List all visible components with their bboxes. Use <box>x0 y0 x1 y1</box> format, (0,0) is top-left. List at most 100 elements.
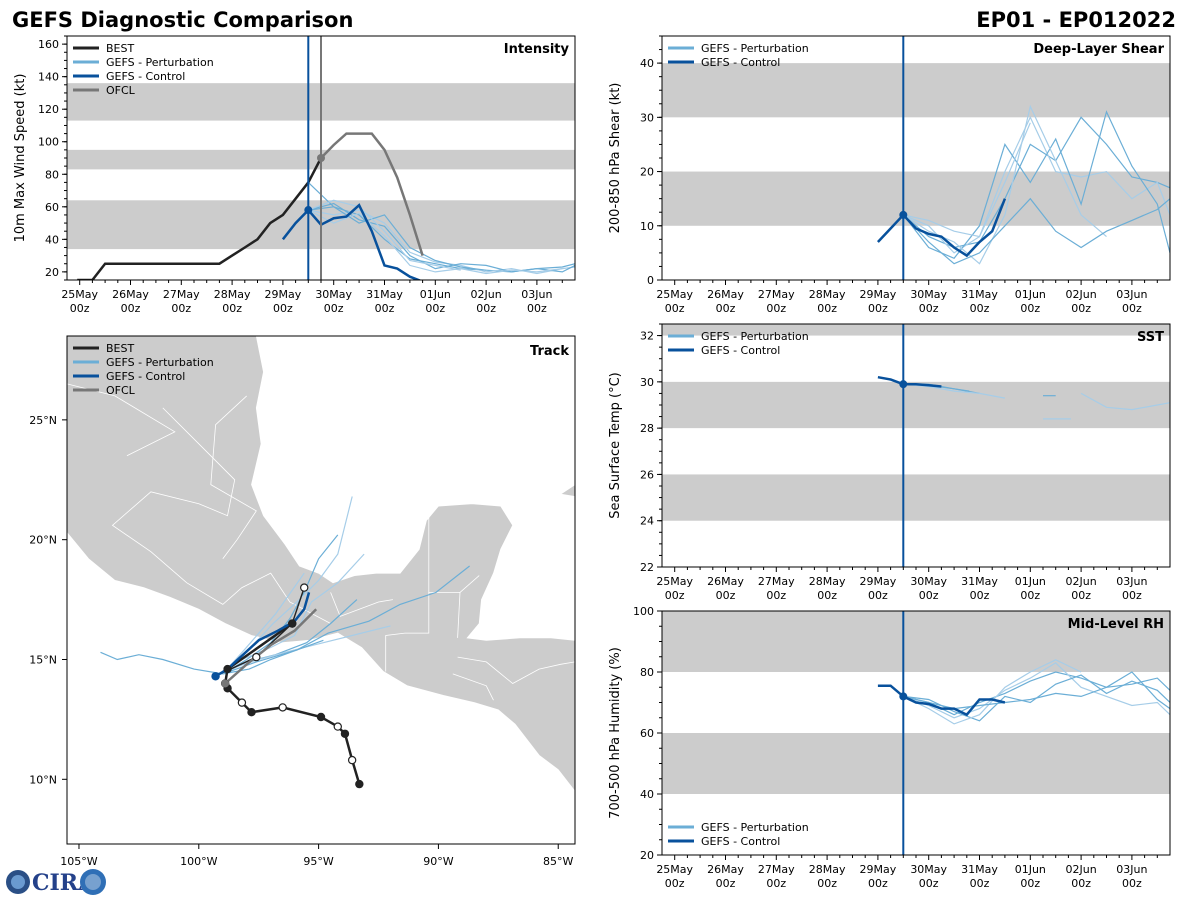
cuba-landmass <box>559 484 575 497</box>
border-state-central <box>111 407 236 584</box>
x-tick-hour: 00z <box>716 589 736 602</box>
plot-frame <box>661 323 1171 568</box>
y-tick-label: 40 <box>45 233 59 246</box>
panel-intensity: 25May00z26May00z27May00z28May00z29May00z… <box>13 35 576 315</box>
best-track-point <box>288 619 297 628</box>
x-tick-hour: 00z <box>1071 302 1091 315</box>
panel-title: Track <box>530 344 569 359</box>
lat-tick-label: 15°N <box>29 653 57 666</box>
best-track-point <box>333 722 342 731</box>
x-tick-date: 29May <box>860 863 897 876</box>
y-axis-label: Sea Surface Temp (°C) <box>608 372 623 519</box>
x-tick-hour: 00z <box>970 302 990 315</box>
best-track-point <box>300 583 309 592</box>
perturbation-line <box>902 116 1170 249</box>
x-tick-date: 28May <box>809 863 846 876</box>
x-tick-hour: 00z <box>425 302 445 315</box>
threshold-band <box>662 733 1170 794</box>
series-group <box>77 132 575 280</box>
x-tick-hour: 00z <box>817 589 837 602</box>
y-tick-label: 28 <box>640 422 654 435</box>
lon-tick-label: 95°W <box>303 855 333 868</box>
x-tick-date: 03Jun <box>521 288 552 301</box>
chart-layer: 25May00z26May00z27May00z28May00z29May00z… <box>13 35 1171 890</box>
perturbation-line <box>308 202 575 273</box>
x-tick-date: 26May <box>707 575 744 588</box>
threshold-band <box>662 171 1170 226</box>
legend-label-best: BEST <box>106 42 134 55</box>
x-tick-hour: 00z <box>1122 877 1142 890</box>
best-track-point <box>247 708 256 717</box>
perturbation-line <box>1080 392 1170 411</box>
legend-label-gefs-control: GEFS - Control <box>701 56 780 69</box>
panel-shear: 25May00z26May00z27May00z28May00z29May00z… <box>608 35 1171 315</box>
legend-label-gefs-perturbation: GEFS - Perturbation <box>701 821 809 834</box>
x-tick-date: 25May <box>656 575 693 588</box>
legend-label-best: BEST <box>106 342 134 355</box>
x-tick-date: 25May <box>656 863 693 876</box>
x-tick-date: 31May <box>366 288 403 301</box>
y-tick-label: 100 <box>38 136 59 149</box>
y-axis-label: 700-500 hPa Humidity (%) <box>608 647 623 819</box>
perturbation-line <box>307 181 487 271</box>
x-tick-hour: 00z <box>1071 877 1091 890</box>
control-init-point <box>899 692 908 701</box>
x-tick-hour: 00z <box>716 302 736 315</box>
ofcl-track <box>224 608 318 685</box>
control-line <box>876 198 1007 258</box>
x-tick-date: 03Jun <box>1116 575 1147 588</box>
x-tick-date: 28May <box>809 575 846 588</box>
series-group <box>877 375 1170 420</box>
legend-label-gefs-control: GEFS - Control <box>701 835 780 848</box>
threshold-band <box>662 324 1170 336</box>
legend-label-gefs-control: GEFS - Control <box>701 344 780 357</box>
legend-label-ofcl: OFCL <box>106 84 136 97</box>
y-tick-label: 140 <box>38 71 59 84</box>
y-tick-label: 160 <box>38 38 59 51</box>
threshold-band <box>662 474 1170 521</box>
perturbation-track <box>222 534 339 675</box>
y-tick-label: 100 <box>633 605 654 618</box>
legend-label-gefs-perturbation: GEFS - Perturbation <box>106 356 214 369</box>
x-tick-hour: 00z <box>665 877 685 890</box>
border-belize <box>459 575 480 593</box>
panel-track: 105°W 100°W 95°W 90°W 85°W 10°N 15°N 20°N 25°N Tr… <box>29 335 576 868</box>
x-tick-hour: 00z <box>1122 302 1142 315</box>
x-tick-date: 27May <box>758 863 795 876</box>
lon-tick-label: 85°W <box>543 855 573 868</box>
ofcl-line <box>320 132 424 256</box>
x-tick-hour: 00z <box>665 302 685 315</box>
y-tick-label: 20 <box>640 166 654 179</box>
x-tick-hour: 00z <box>324 302 344 315</box>
legend-label-gefs-control: GEFS - Control <box>106 370 185 383</box>
x-tick-hour: 00z <box>70 302 90 315</box>
perturbation-track <box>222 565 470 675</box>
x-tick-date: 30May <box>910 288 947 301</box>
y-tick-label: 24 <box>640 515 654 528</box>
series-group <box>877 659 1170 725</box>
legend-label-gefs-perturbation: GEFS - Perturbation <box>701 42 809 55</box>
panel-title: Mid-Level RH <box>1068 617 1164 632</box>
x-tick-date: 26May <box>707 863 744 876</box>
x-tick-date: 30May <box>315 288 352 301</box>
x-tick-hour: 00z <box>476 302 496 315</box>
x-tick-hour: 00z <box>1020 589 1040 602</box>
x-tick-date: 26May <box>112 288 149 301</box>
best-track-point <box>252 652 261 662</box>
x-tick-date: 03Jun <box>1116 863 1147 876</box>
figure-title: GEFS Diagnostic Comparison <box>12 8 353 32</box>
mexico-landmass <box>67 336 575 792</box>
border-el-salvador <box>452 673 494 701</box>
x-tick-date: 26May <box>707 288 744 301</box>
lat-tick-label: 20°N <box>29 534 57 547</box>
legend-label-gefs-perturbation: GEFS - Perturbation <box>701 330 809 343</box>
lat-tick-label: 10°N <box>29 773 57 786</box>
x-tick-date: 28May <box>214 288 251 301</box>
x-tick-date: 30May <box>910 863 947 876</box>
x-tick-hour: 00z <box>970 877 990 890</box>
cira-logo: CIRA <box>6 869 106 896</box>
map-group <box>67 336 575 792</box>
perturbation-line <box>902 110 1170 260</box>
perturbation-line <box>902 197 1170 265</box>
lat-tick-label: 25°N <box>29 414 57 427</box>
